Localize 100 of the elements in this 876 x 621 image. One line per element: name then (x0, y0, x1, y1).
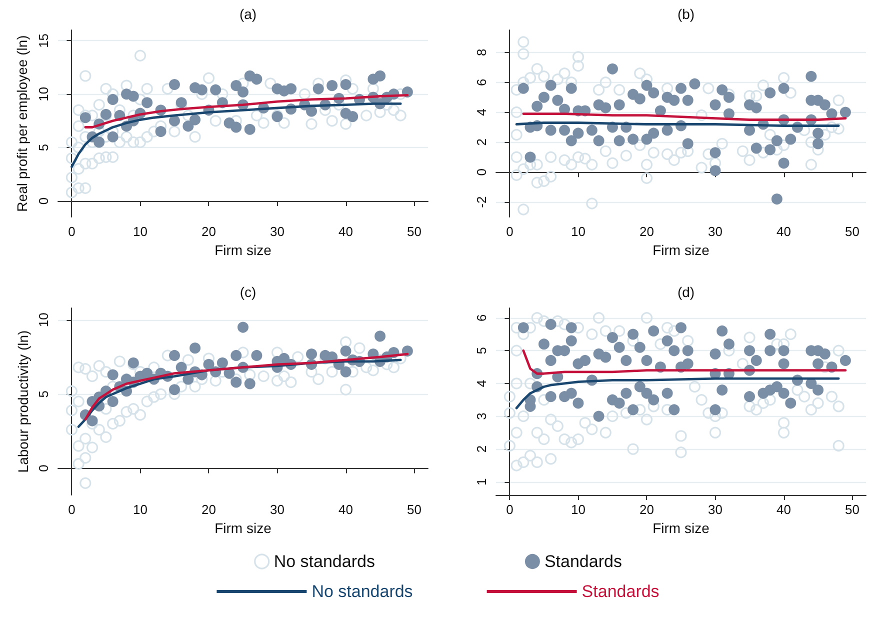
y-tick-label: 2 (474, 445, 489, 453)
y-tick-label: 6 (474, 314, 489, 322)
x-tick-label: 10 (570, 224, 586, 239)
y-tick-label: 2 (474, 138, 489, 146)
x-tick-label: 50 (845, 224, 860, 239)
y-tick-label: 0 (36, 464, 51, 472)
point (230, 376, 242, 388)
point (230, 80, 242, 92)
point (168, 384, 180, 396)
x-tick-label: 10 (132, 224, 148, 239)
point (168, 115, 180, 126)
x-tick-label: 50 (407, 502, 422, 517)
point (176, 97, 187, 108)
x-axis-title: Firm size (214, 520, 272, 536)
line-series (515, 377, 840, 410)
chart-title: (d) (677, 284, 695, 300)
y-tick-label: 15 (36, 33, 51, 48)
x-tick-label: 30 (708, 224, 722, 239)
x-tick-label: 10 (132, 502, 148, 517)
point (340, 79, 352, 90)
point (374, 70, 386, 82)
point (306, 106, 318, 117)
point (80, 112, 91, 124)
point (182, 120, 194, 132)
y-tick-label: 1 (474, 478, 489, 486)
y-tick-label: 5 (36, 144, 51, 152)
point (196, 84, 208, 96)
point (374, 330, 386, 342)
y-axis-title: Real profit per employee (ln) (14, 35, 30, 212)
x-tick-label: 30 (270, 502, 284, 517)
point (176, 362, 187, 373)
x-tick-label: 0 (68, 502, 76, 517)
y-tick-label: 4 (474, 108, 489, 116)
x-tick-label: 50 (407, 224, 422, 239)
x-tick-label: 0 (506, 224, 514, 239)
point (168, 79, 180, 90)
point (168, 350, 180, 361)
x-axis-title: Firm size (652, 242, 710, 258)
point (340, 366, 352, 378)
point (107, 131, 118, 142)
point (128, 90, 139, 102)
point (142, 368, 153, 379)
point (340, 346, 352, 357)
x-tick-label: 0 (68, 224, 76, 239)
y-tick-label: 5 (36, 390, 51, 398)
x-tick-label: 0 (506, 502, 514, 517)
point (94, 136, 105, 148)
y-tick-label: 5 (474, 347, 489, 354)
point (107, 396, 118, 407)
text: No standards (312, 582, 413, 601)
y-tick-label: 8 (474, 48, 489, 56)
point (142, 97, 153, 108)
legend-label: No standards (274, 552, 375, 571)
text: Standards (582, 582, 660, 601)
point (244, 124, 256, 135)
point (312, 83, 324, 94)
x-tick-label: 40 (338, 224, 354, 239)
x-tick-label: 20 (202, 224, 216, 239)
point (347, 111, 358, 122)
x-tick-label: 10 (570, 502, 586, 517)
y-tick-label: 4 (474, 380, 489, 388)
point (251, 350, 262, 361)
point (230, 122, 242, 133)
y-axis-title: Labour productivity (ln) (15, 330, 31, 473)
y-tick-label: 0 (474, 168, 489, 176)
x-axis-title: Firm size (214, 242, 272, 258)
x-tick-label: 40 (776, 502, 792, 517)
y-tick-label: 6 (474, 78, 489, 86)
y-tick-label: -2 (474, 196, 489, 208)
x-tick-label: 30 (708, 502, 722, 517)
x-tick-label: 20 (640, 502, 654, 517)
point (107, 94, 118, 105)
y-tick-label: 3 (474, 412, 489, 420)
y-tick-label: 10 (36, 312, 51, 328)
point (107, 369, 118, 380)
point (190, 114, 201, 126)
point (210, 84, 222, 96)
point (230, 350, 242, 361)
point (182, 374, 194, 385)
chart-title: (c) (240, 284, 256, 300)
point (216, 357, 228, 368)
x-axis-title: Firm size (652, 520, 710, 536)
point (86, 415, 98, 426)
y-tick-label: 0 (36, 197, 51, 205)
point (155, 126, 166, 138)
point (326, 80, 338, 92)
x-tick-label: 50 (845, 502, 860, 517)
point (251, 74, 262, 85)
chart-title: (b) (677, 6, 695, 22)
point (238, 86, 248, 98)
point (306, 348, 318, 360)
y-tick-label: 10 (36, 86, 51, 102)
point (190, 342, 201, 354)
point (244, 378, 256, 390)
point (238, 322, 248, 333)
x-tick-label: 20 (202, 502, 216, 517)
x-tick-label: 20 (640, 224, 654, 239)
point (203, 358, 214, 370)
legend-label: Standards (544, 552, 622, 571)
x-tick-label: 40 (338, 502, 354, 517)
